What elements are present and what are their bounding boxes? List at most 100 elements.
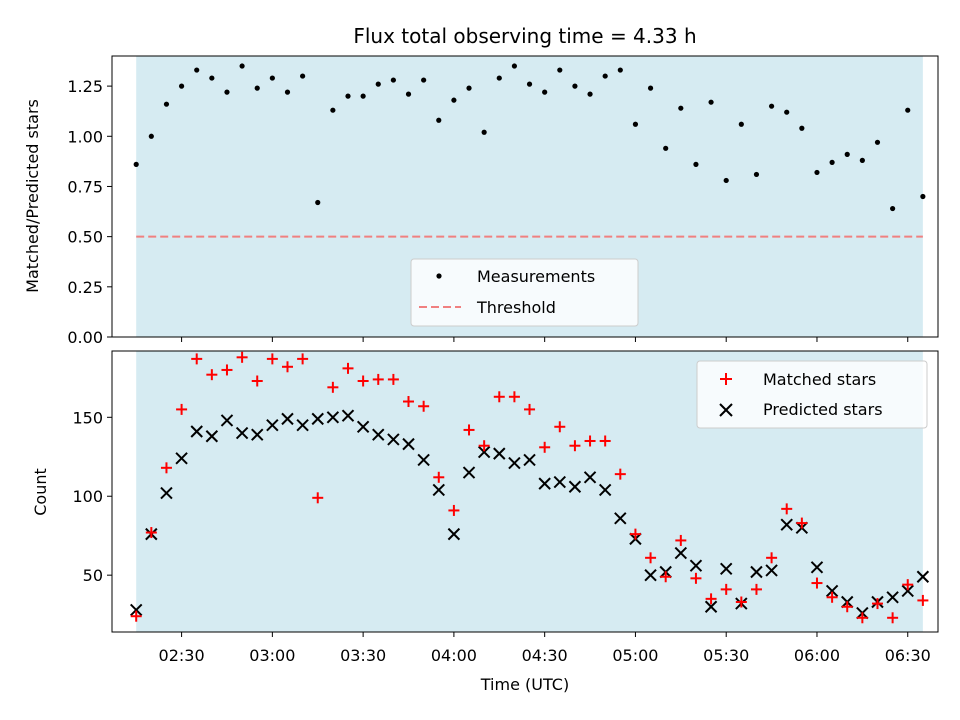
top-y-axis-label: Matched/Predicted stars <box>23 99 42 293</box>
matched-star-point <box>796 517 808 529</box>
predicted-marker-stroke <box>765 564 778 577</box>
matched-star-point <box>554 421 566 433</box>
predicted-marker-stroke <box>916 570 930 583</box>
bottom-x-tick-label: 04:30 <box>522 646 568 665</box>
predicted-marker-stroke <box>326 411 340 424</box>
predicted-star-point <box>780 518 793 531</box>
count-points <box>129 351 930 624</box>
top-legend: Measurements Threshold <box>410 258 639 327</box>
predicted-star-point <box>508 456 521 470</box>
measurement-point <box>375 81 381 87</box>
predicted-star-point <box>719 562 733 576</box>
measurement-point <box>617 67 623 73</box>
matched-star-point <box>660 571 672 583</box>
predicted-star-point <box>281 412 294 426</box>
predicted-star-point <box>220 414 234 427</box>
predicted-marker-stroke <box>266 418 279 432</box>
bottom-legend-box <box>696 360 928 429</box>
matched-star-point <box>705 593 717 605</box>
predicted-marker-stroke <box>689 559 703 572</box>
matched-star-point <box>599 435 611 447</box>
predicted-marker-stroke <box>886 591 899 604</box>
matched-legend-marker <box>720 373 732 385</box>
bottom-x-tick-label: 05:30 <box>703 646 749 665</box>
measurement-point <box>874 139 881 145</box>
measurement-point <box>224 89 230 95</box>
measurement-point <box>542 89 548 95</box>
predicted-star-point <box>689 559 703 572</box>
predicted-star-point <box>417 453 430 467</box>
matched-star-point <box>917 594 929 606</box>
measurement-point <box>421 77 427 83</box>
matched-star-point <box>493 391 505 403</box>
matched-star-point <box>176 403 188 415</box>
top-y-tick-label: 0.75 <box>67 177 103 196</box>
matched-star-point <box>887 612 899 624</box>
bottom-legend: Matched stars Predicted stars <box>696 360 928 429</box>
predicted-star-point <box>205 430 219 443</box>
matched-star-point <box>342 362 354 374</box>
measurement-point <box>738 121 744 127</box>
predicted-star-point <box>462 466 476 479</box>
measurement-point <box>814 169 820 176</box>
measurement-point <box>133 161 139 167</box>
predicted-star-point <box>432 483 445 497</box>
matched-star-point <box>478 440 490 452</box>
bottom-y-ticks: 50 100 150 <box>72 408 112 585</box>
matched-star-point <box>645 552 657 564</box>
predicted-marker-stroke <box>251 428 264 441</box>
predicted-marker-stroke <box>719 562 733 576</box>
top-legend-box <box>410 258 639 327</box>
predicted-star-point <box>341 409 355 422</box>
predicted-marker-stroke <box>220 414 234 427</box>
predicted-marker-stroke <box>417 453 430 467</box>
predicted-marker-stroke <box>341 409 355 422</box>
bottom-x-tick-label: 06:30 <box>885 646 931 665</box>
predicted-star-point <box>477 445 491 459</box>
predicted-marker-stroke <box>462 466 476 479</box>
predicted-marker-stroke <box>160 486 173 500</box>
predicted-marker-stroke <box>281 412 294 426</box>
predicted-star-point <box>538 477 551 490</box>
predicted-star-point <box>266 418 279 432</box>
measurement-point <box>572 83 578 89</box>
predicted-marker-stroke <box>190 425 203 438</box>
predicted-marker-stroke <box>175 452 188 465</box>
matched-star-point <box>508 391 520 403</box>
measurement-point <box>466 85 472 91</box>
predicted-marker-stroke <box>780 518 793 531</box>
measurement-point <box>753 171 760 178</box>
top-y-tick-label: 0.50 <box>67 228 103 247</box>
predicted-marker-stroke <box>235 426 249 440</box>
measurement-point <box>178 83 185 89</box>
matched-star-point <box>372 373 384 385</box>
predicted-star-point <box>160 486 173 500</box>
measurement-points <box>133 63 926 212</box>
measurement-point <box>890 205 896 212</box>
measurement-point <box>330 107 336 113</box>
predicted-star-point <box>493 447 506 460</box>
predicted-legend-marker <box>719 403 733 417</box>
predicted-star-point <box>568 480 582 493</box>
predicted-star-point <box>129 603 143 617</box>
bottom-axes-frame <box>111 350 939 633</box>
matched-star-point <box>191 353 203 365</box>
matched-star-point <box>614 468 626 480</box>
predicted-star-point <box>296 418 309 432</box>
predicted-marker-stroke <box>538 477 551 490</box>
matched-star-point <box>281 361 293 373</box>
measurement-point <box>284 89 291 95</box>
predicted-marker-stroke <box>387 433 400 446</box>
predicted-marker-stroke <box>750 565 763 579</box>
measurement-point <box>496 75 502 81</box>
predicted-star-point <box>901 584 914 598</box>
predicted-star-point <box>326 411 340 424</box>
predicted-star-point <box>674 546 688 560</box>
threshold-legend-label: Threshold <box>476 298 556 317</box>
measurement-point <box>647 85 654 91</box>
measurement-point <box>254 85 260 91</box>
bottom-x-tick-label: 05:00 <box>612 646 658 665</box>
measurement-point <box>557 67 563 73</box>
matched-star-point <box>433 471 445 483</box>
